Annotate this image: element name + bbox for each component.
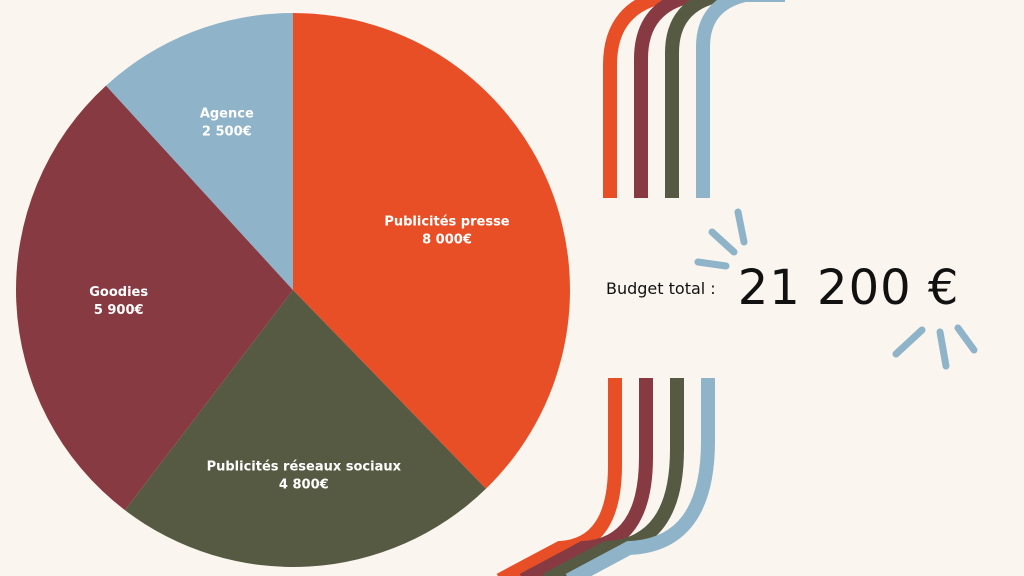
burst-mark-3 [892, 326, 926, 358]
budget-total-value: 21 200 € [737, 260, 960, 316]
bottom-stripe-0 [496, 378, 622, 576]
pie-slices [16, 12, 570, 567]
burst-mark-0 [734, 208, 748, 246]
slice-label-2: Goodies [89, 285, 148, 300]
top-stripe-2 [665, 0, 760, 198]
burst-mark-2 [694, 258, 730, 270]
slice-value-3: 2 500€ [202, 125, 252, 140]
pie-slice-1 [124, 290, 486, 567]
budget-total-label: Budget total : [606, 278, 716, 298]
bottom-stripe-2 [542, 378, 684, 576]
top-stripe-3 [696, 0, 785, 198]
slice-label-3: Agence [200, 107, 254, 122]
pie-chart: Publicités presse 8 000€ Publicités réseau… [16, 12, 570, 567]
sparkle-burst-icon [694, 208, 978, 370]
budget-total: Budget total : 21 200 € [606, 248, 959, 328]
top-stripe-1 [634, 0, 735, 198]
pie-slice-3 [106, 12, 293, 290]
bottom-stripe-3 [565, 378, 715, 576]
slice-label-0: Publicités presse [384, 215, 509, 230]
top-stripe-0 [603, 0, 710, 198]
burst-mark-4 [936, 328, 950, 370]
slice-value-0: 8 000€ [422, 233, 472, 248]
burst-mark-1 [708, 228, 738, 256]
bottom-stripe-1 [519, 378, 653, 576]
bottom-stripes [496, 378, 715, 576]
pie-slice-0 [293, 13, 570, 489]
top-stripes [603, 0, 785, 198]
slice-value-2: 5 900€ [94, 303, 144, 318]
pie-labels: Publicités presse 8 000€ Publicités réseau… [89, 107, 510, 493]
slice-value-1: 4 800€ [279, 478, 329, 493]
slice-label-1: Publicités réseaux sociaux [207, 460, 402, 475]
pie-slice-2 [16, 85, 294, 511]
burst-mark-5 [954, 324, 978, 354]
